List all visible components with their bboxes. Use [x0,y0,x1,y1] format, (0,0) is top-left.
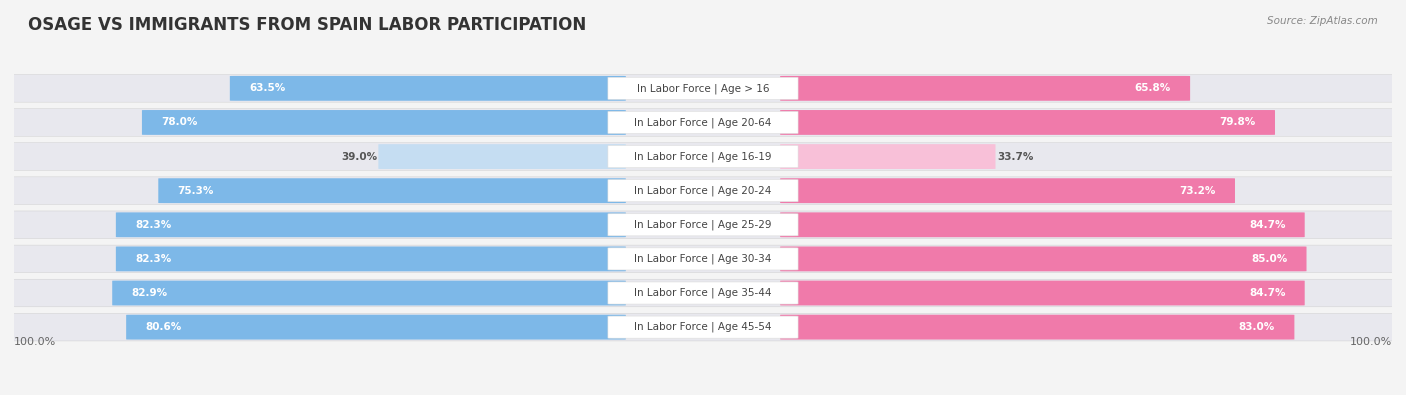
Text: 83.0%: 83.0% [1239,322,1275,332]
FancyBboxPatch shape [10,211,1396,239]
FancyBboxPatch shape [607,77,799,100]
FancyBboxPatch shape [115,213,626,237]
Text: In Labor Force | Age 16-19: In Labor Force | Age 16-19 [634,151,772,162]
Text: 78.0%: 78.0% [162,117,198,128]
FancyBboxPatch shape [112,280,626,305]
FancyBboxPatch shape [780,280,1305,305]
Text: 100.0%: 100.0% [14,337,56,348]
Text: 85.0%: 85.0% [1251,254,1288,264]
Text: In Labor Force | Age 35-44: In Labor Force | Age 35-44 [634,288,772,298]
FancyBboxPatch shape [229,76,626,101]
Text: 39.0%: 39.0% [340,152,377,162]
FancyBboxPatch shape [780,178,1234,203]
FancyBboxPatch shape [10,245,1396,273]
Text: 100.0%: 100.0% [1350,337,1392,348]
FancyBboxPatch shape [10,313,1396,341]
Text: 82.9%: 82.9% [132,288,167,298]
FancyBboxPatch shape [142,110,626,135]
Text: 33.7%: 33.7% [997,152,1033,162]
FancyBboxPatch shape [780,76,1189,101]
Text: 84.7%: 84.7% [1249,220,1285,230]
Text: 79.8%: 79.8% [1219,117,1256,128]
FancyBboxPatch shape [10,279,1396,307]
FancyBboxPatch shape [607,248,799,270]
FancyBboxPatch shape [10,143,1396,170]
Text: In Labor Force | Age 25-29: In Labor Force | Age 25-29 [634,220,772,230]
FancyBboxPatch shape [378,144,626,169]
Text: 84.7%: 84.7% [1249,288,1285,298]
Text: 80.6%: 80.6% [145,322,181,332]
Text: 65.8%: 65.8% [1135,83,1171,93]
Text: In Labor Force | Age 30-34: In Labor Force | Age 30-34 [634,254,772,264]
FancyBboxPatch shape [607,145,799,167]
Text: 75.3%: 75.3% [177,186,214,196]
FancyBboxPatch shape [607,180,799,202]
Text: In Labor Force | Age 45-54: In Labor Force | Age 45-54 [634,322,772,332]
FancyBboxPatch shape [780,110,1275,135]
FancyBboxPatch shape [10,177,1396,205]
Text: OSAGE VS IMMIGRANTS FROM SPAIN LABOR PARTICIPATION: OSAGE VS IMMIGRANTS FROM SPAIN LABOR PAR… [28,16,586,34]
Text: In Labor Force | Age > 16: In Labor Force | Age > 16 [637,83,769,94]
Text: In Labor Force | Age 20-64: In Labor Force | Age 20-64 [634,117,772,128]
FancyBboxPatch shape [780,213,1305,237]
Text: 82.3%: 82.3% [135,254,172,264]
Text: 73.2%: 73.2% [1180,186,1216,196]
FancyBboxPatch shape [780,144,995,169]
Text: Source: ZipAtlas.com: Source: ZipAtlas.com [1267,16,1378,26]
FancyBboxPatch shape [10,109,1396,136]
FancyBboxPatch shape [607,316,799,338]
FancyBboxPatch shape [115,246,626,271]
FancyBboxPatch shape [607,214,799,236]
FancyBboxPatch shape [159,178,626,203]
FancyBboxPatch shape [10,75,1396,102]
FancyBboxPatch shape [127,315,626,340]
FancyBboxPatch shape [607,282,799,304]
FancyBboxPatch shape [780,315,1295,340]
FancyBboxPatch shape [607,111,799,134]
Text: 82.3%: 82.3% [135,220,172,230]
Text: 63.5%: 63.5% [249,83,285,93]
FancyBboxPatch shape [780,246,1306,271]
Text: In Labor Force | Age 20-24: In Labor Force | Age 20-24 [634,185,772,196]
